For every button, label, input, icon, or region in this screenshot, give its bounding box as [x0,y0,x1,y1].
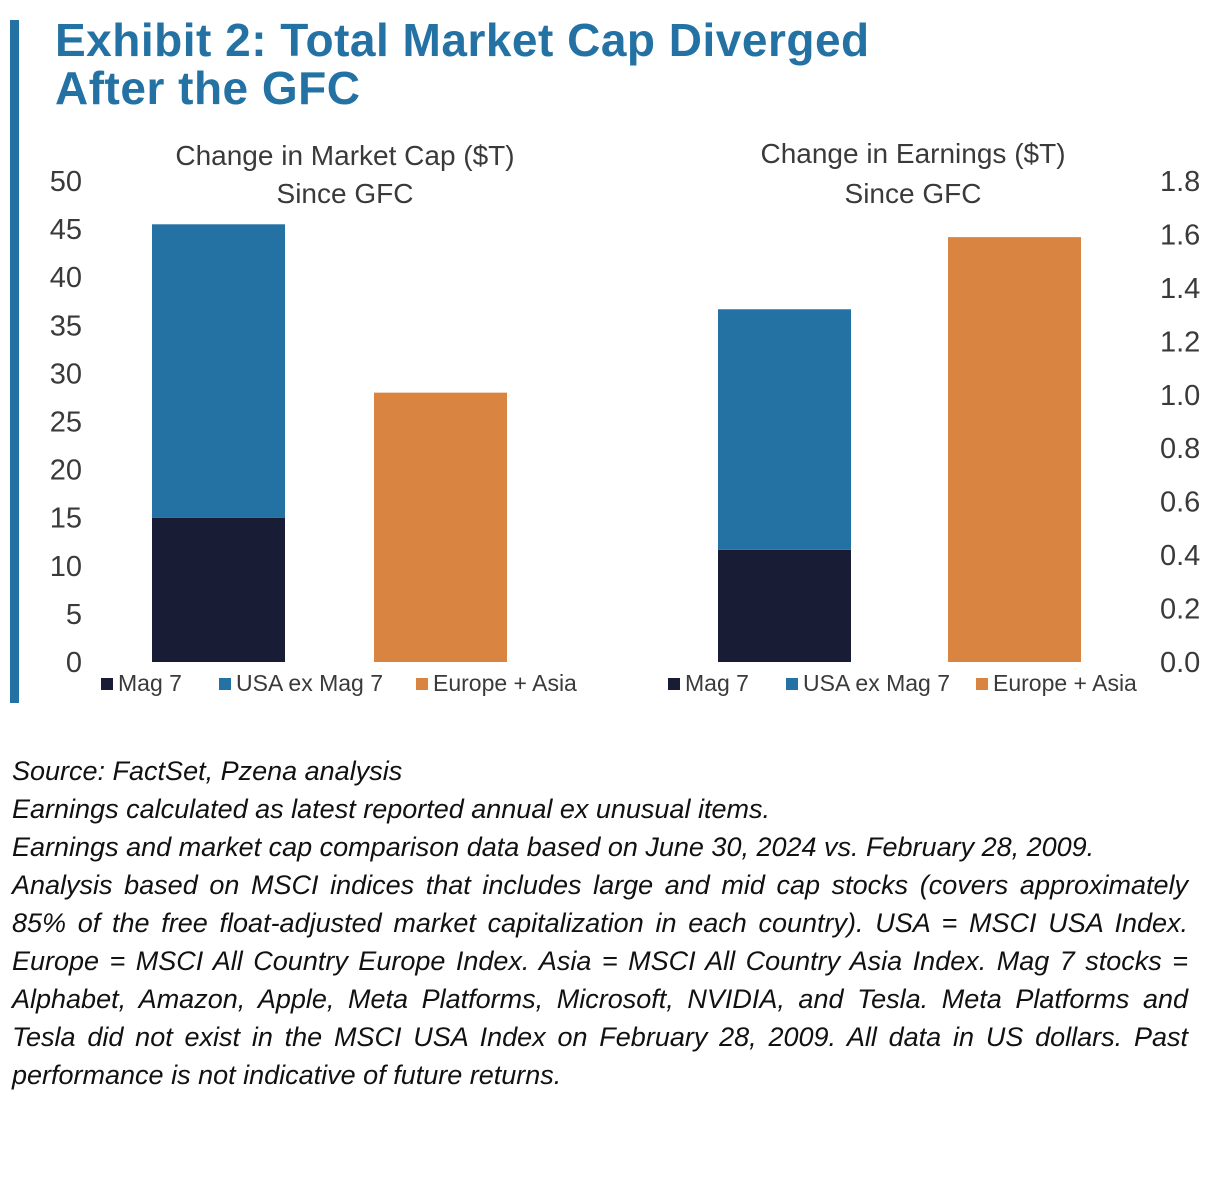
left-legend-label-europe-asia: Europe + Asia [433,670,577,696]
note-comparison-dates: Earnings and market cap comparison data … [12,832,1095,862]
charts-canvas: Change in Market Cap ($T) Since GFC 0 5 10 15… [50,138,1201,696]
left-y-tick-5: 5 [66,599,82,631]
left-legend-swatch-mag-7 [101,678,113,690]
right-legend-label-mag-7: Mag 7 [685,670,749,696]
right-bar-europe-asia-europe-asia [948,237,1081,662]
right-y-tick-1-0: 1.0 [1160,380,1200,412]
left-y-tick-10: 10 [50,551,82,583]
right-bar-usa-mag-7 [718,549,851,662]
right-chart-title-line-2: Since GFC [845,178,982,209]
left-y-tick-45: 45 [50,214,82,246]
footnotes: Source: FactSet, Pzena analysis Earnings… [12,752,1188,1094]
accent-bar [10,20,19,703]
right-y-tick-0-4: 0.4 [1160,540,1200,572]
right-y-tick-0-2: 0.2 [1160,594,1200,626]
right-legend-label-usa-ex-mag-7: USA ex Mag 7 [803,670,950,696]
right-legend-swatch-mag-7 [668,678,680,690]
right-y-tick-1-2: 1.2 [1160,326,1200,358]
left-legend-swatch-usa-ex-mag-7 [219,678,231,690]
left-chart-title-line-1: Change in Market Cap ($T) [175,140,514,171]
right-y-tick-0-6: 0.6 [1160,487,1200,519]
exhibit-title: Exhibit 2: Total Market Cap Diverged Aft… [55,16,1055,112]
right-y-tick-0-8: 0.8 [1160,433,1200,465]
right-y-tick-1-6: 1.6 [1160,219,1200,251]
left-y-tick-30: 30 [50,358,82,390]
left-y-tick-0: 0 [66,647,82,679]
left-y-tick-25: 25 [50,407,82,439]
right-chart-title-line-1: Change in Earnings ($T) [760,138,1065,169]
note-methodology: Analysis based on MSCI indices that incl… [12,870,1188,1090]
note-source: Source: FactSet, Pzena analysis [12,756,403,786]
left-bar-usa-usa-ex-mag-7 [152,224,285,518]
left-y-tick-35: 35 [50,310,82,342]
left-bar-usa-mag-7 [152,517,285,662]
left-legend-label-mag-7: Mag 7 [118,670,182,696]
note-earnings-method: Earnings calculated as latest reported a… [12,794,770,824]
left-y-tick-50: 50 [50,166,82,198]
right-legend-swatch-europe-asia [976,678,988,690]
right-legend-swatch-usa-ex-mag-7 [786,678,798,690]
title-line-1: Exhibit 2: Total Market Cap Diverged [55,14,870,66]
left-y-tick-15: 15 [50,503,82,535]
title-line-2: After the GFC [55,62,361,114]
right-y-tick-1-8: 1.8 [1160,166,1200,198]
right-y-tick-0-0: 0.0 [1160,647,1200,679]
left-bar-europe-asia-europe-asia [374,392,507,662]
left-chart-title-line-2: Since GFC [277,178,414,209]
right-y-tick-1-4: 1.4 [1160,273,1200,305]
left-legend-swatch-europe-asia [416,678,428,690]
left-y-tick-40: 40 [50,262,82,294]
right-bar-usa-usa-ex-mag-7 [718,309,851,550]
right-legend-label-europe-asia: Europe + Asia [993,670,1137,696]
left-legend-label-usa-ex-mag-7: USA ex Mag 7 [236,670,383,696]
left-y-tick-20: 20 [50,455,82,487]
